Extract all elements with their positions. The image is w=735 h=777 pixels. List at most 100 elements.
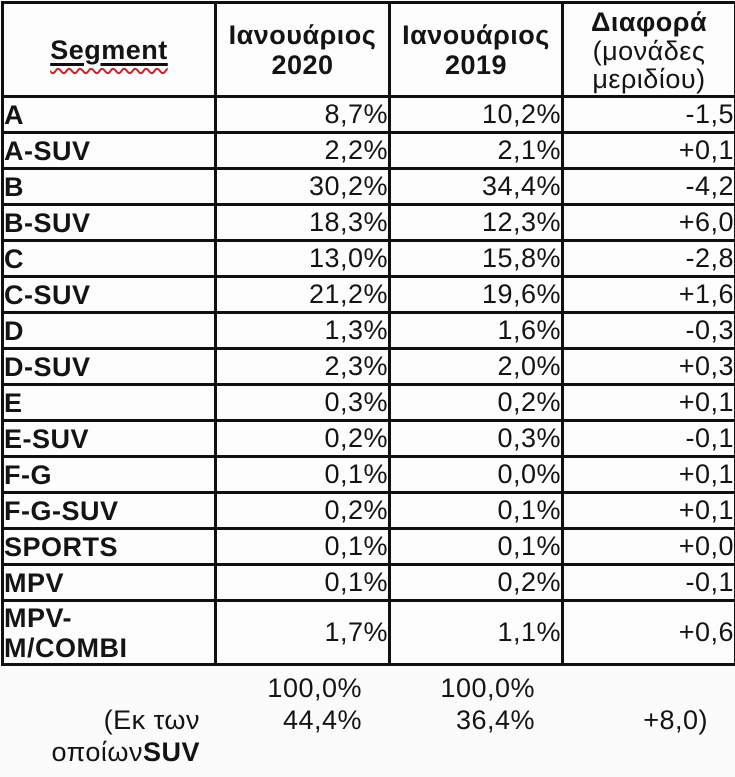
- totals-row: 100,0% 100,0%: [1, 672, 734, 704]
- diff-cell: -0,1: [561, 563, 735, 602]
- segment-cell: MPV- M/COMBI: [1, 599, 217, 666]
- table-row: C 13,0% 15,8% -2,8: [1, 239, 735, 278]
- diff-cell: +0,3: [561, 347, 735, 386]
- segment-cell: B-SUV: [1, 203, 217, 242]
- segment-cell: E: [1, 383, 217, 422]
- diff-cell: +6,0: [561, 203, 735, 242]
- jan-2020-cell: 0,3%: [214, 383, 391, 422]
- segment-cell: E-SUV: [1, 419, 217, 458]
- diff-cell: +0,0: [561, 527, 735, 566]
- jan-2020-cell: 0,1%: [214, 527, 391, 566]
- table-row: E 0,3% 0,2% +0,1: [1, 383, 735, 422]
- suv-note-spacer2: [388, 736, 561, 768]
- table-row: SPORTS 0,1% 0,1% +0,0: [1, 527, 735, 566]
- table-row: B 30,2% 34,4% -4,2: [1, 167, 735, 206]
- jan-2019-cell: 0,1%: [388, 527, 564, 566]
- jan-2020-cell: 13,0%: [214, 239, 391, 278]
- segment-cell: F-G: [1, 455, 217, 494]
- jan-2019-cell: 0,0%: [388, 455, 564, 494]
- diff-cell: -2,8: [561, 239, 735, 278]
- segment-cell: C: [1, 239, 217, 278]
- segment-cell: MPV: [1, 563, 217, 602]
- segment-share-table: Segment Ιανουάριος 2020 Ιανουάριος 2019 …: [1, 1, 735, 666]
- segment-cell: D-SUV: [1, 347, 217, 386]
- jan-2020-cell: 0,2%: [214, 419, 391, 458]
- jan-2019-cell: 0,1%: [388, 491, 564, 530]
- header-cell-difference: Διαφορά (μονάδες μεριδίου): [561, 1, 735, 98]
- header-row: Segment Ιανουάριος 2020 Ιανουάριος 2019 …: [1, 1, 735, 98]
- suv-note-line2-text: οποίων: [51, 737, 143, 767]
- table-row: A-SUV 2,2% 2,1% +0,1: [1, 131, 735, 170]
- segment-cell: A: [1, 95, 217, 134]
- table-row: F-G 0,1% 0,0% +0,1: [1, 455, 735, 494]
- jan-2020-cell: 1,3%: [214, 311, 391, 350]
- header-difference-title: Διαφορά: [590, 6, 708, 37]
- diff-cell: +0,1: [561, 491, 735, 530]
- jan-2019-cell: 0,2%: [388, 563, 564, 602]
- suv-share-row: (Εκ των 44,4% 36,4% +8,0): [1, 704, 734, 736]
- jan-2020-cell: 30,2%: [214, 167, 391, 206]
- table-row: C-SUV 21,2% 19,6% +1,6: [1, 275, 735, 314]
- total-jan-2020: 100,0%: [267, 673, 362, 703]
- suv-note-spacer3: [561, 736, 734, 768]
- totals-footer: 100,0% 100,0% (Εκ των 44,4% 36,4% +8,0) …: [1, 672, 734, 768]
- table-row: MPV 0,1% 0,2% -0,1: [1, 563, 735, 602]
- jan-2019-cell: 0,2%: [388, 383, 564, 422]
- header-cell-jan-2020: Ιανουάριος 2020: [214, 1, 391, 98]
- table-row: B-SUV 18,3% 12,3% +6,0: [1, 203, 735, 242]
- header-jan-2019-line2: 2019: [444, 49, 508, 80]
- diff-cell: +0,1: [561, 455, 735, 494]
- segment-cell: C-SUV: [1, 275, 217, 314]
- jan-2019-cell: 1,1%: [388, 599, 564, 666]
- jan-2019-cell: 10,2%: [388, 95, 564, 134]
- diff-cell: -1,5: [561, 95, 735, 134]
- total-diff-spacer: [561, 672, 734, 704]
- totals-row-spacer: [1, 672, 214, 704]
- jan-2020-cell: 18,3%: [214, 203, 391, 242]
- diff-cell: +1,6: [561, 275, 735, 314]
- header-cell-jan-2019: Ιανουάριος 2019: [388, 1, 564, 98]
- header-jan-2020-line1: Ιανουάριος: [228, 19, 377, 50]
- suv-share-diff: +8,0): [643, 705, 708, 735]
- suv-note-line2: οποίωνSUV: [1, 736, 214, 768]
- table-row: D 1,3% 1,6% -0,3: [1, 311, 735, 350]
- jan-2019-cell: 1,6%: [388, 311, 564, 350]
- suv-share-jan-2019: 36,4%: [455, 705, 535, 735]
- header-jan-2020-line2: 2020: [271, 49, 334, 80]
- header-cell-segment: Segment: [1, 1, 217, 98]
- jan-2020-cell: 8,7%: [214, 95, 391, 134]
- diff-cell: -4,2: [561, 167, 735, 206]
- table-row: E-SUV 0,2% 0,3% -0,1: [1, 419, 735, 458]
- segment-cell: D: [1, 311, 217, 350]
- jan-2019-cell: 19,6%: [388, 275, 564, 314]
- jan-2020-cell: 0,1%: [214, 563, 391, 602]
- suv-note-line1: (Εκ των: [103, 705, 200, 735]
- suv-note-spacer1: [214, 736, 388, 768]
- jan-2019-cell: 2,0%: [388, 347, 564, 386]
- diff-cell: +0,1: [561, 131, 735, 170]
- segment-cell: SPORTS: [1, 527, 217, 566]
- diff-cell: +0,1: [561, 383, 735, 422]
- table-row: D-SUV 2,3% 2,0% +0,3: [1, 347, 735, 386]
- jan-2020-cell: 21,2%: [214, 275, 391, 314]
- header-difference-sub1: (μονάδες: [592, 35, 706, 66]
- jan-2020-cell: 0,2%: [214, 491, 391, 530]
- suv-note-line2-suv: SUV: [142, 737, 200, 767]
- suv-share-jan-2020: 44,4%: [282, 705, 362, 735]
- jan-2020-cell: 2,2%: [214, 131, 391, 170]
- segment-underline: Segment: [50, 35, 168, 65]
- segment-cell: B: [1, 167, 217, 206]
- diff-cell: +0,6: [561, 599, 735, 666]
- jan-2020-cell: 1,7%: [214, 599, 391, 666]
- jan-2020-cell: 0,1%: [214, 455, 391, 494]
- total-jan-2019: 100,0%: [440, 673, 535, 703]
- segment-cell: A-SUV: [1, 131, 217, 170]
- table-row: F-G-SUV 0,2% 0,1% +0,1: [1, 491, 735, 530]
- jan-2019-cell: 0,3%: [388, 419, 564, 458]
- segment-header-label: Segment: [50, 34, 168, 65]
- jan-2019-cell: 12,3%: [388, 203, 564, 242]
- header-difference-sub2: μεριδίου): [592, 63, 706, 94]
- jan-2019-cell: 15,8%: [388, 239, 564, 278]
- diff-cell: -0,1: [561, 419, 735, 458]
